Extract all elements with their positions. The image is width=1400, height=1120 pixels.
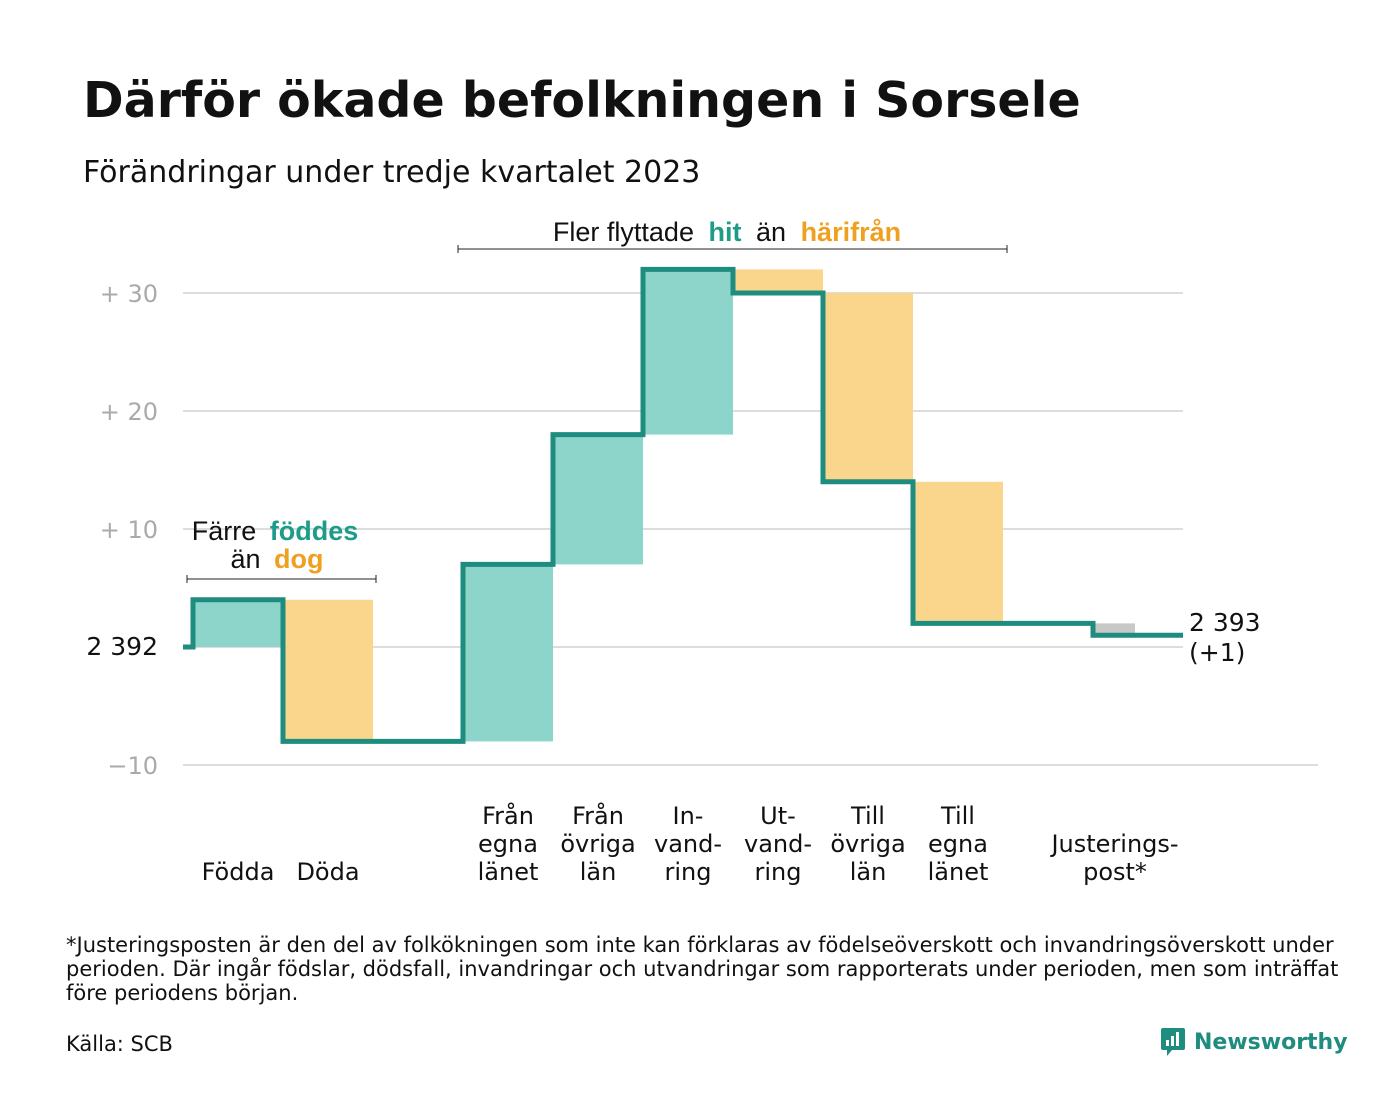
bar-increase: [553, 434, 643, 565]
line-layer: [183, 266, 1183, 744]
brand-logo[interactable]: Newsworthy: [1160, 1026, 1348, 1058]
birth-annotation: Färre föddes än dog: [186, 516, 377, 583]
category-label-layer: Födda Döda Från egna länet Från övriga län In-va…: [202, 801, 1179, 886]
bar-increase: [463, 564, 553, 742]
category-label: In-vand-ring: [654, 802, 722, 886]
category-label: Till egna länet: [928, 802, 989, 886]
birth-line1-highlight: föddes: [270, 516, 359, 546]
base-value-label: 2 392: [86, 632, 158, 661]
page-subtitle: Förändringar under tredje kvartalet 2023: [83, 155, 701, 190]
y-tick-label: + 20: [100, 398, 158, 426]
y-tick-label: −10: [107, 752, 158, 780]
source-label: Källa: SCB: [66, 1032, 173, 1056]
bar-decrease: [733, 269, 823, 293]
move-prefix: Fler flyttade: [553, 217, 694, 247]
migration-annotation: Fler flyttade hit än härifrån: [457, 217, 1008, 253]
footnote: *Justeringsposten är den del av folkökni…: [66, 933, 1339, 1005]
y-tick-label: + 30: [100, 280, 158, 308]
page-title: Därför ökade befolkningen i Sorsele: [83, 72, 1081, 129]
category-label: Ut-vand-ring: [744, 802, 812, 886]
category-label: Från egna länet: [478, 801, 539, 886]
category-label: Döda: [296, 858, 359, 886]
bar-layer: [193, 269, 1135, 742]
birth-line2-highlight: dog: [274, 544, 323, 574]
end-value-label: 2 393: [1189, 608, 1261, 637]
migration-annotation-text: Fler flyttade hit än härifrån: [553, 217, 901, 247]
move-highlight-hit: hit: [708, 217, 741, 247]
move-highlight-harifran: härifrån: [801, 217, 902, 247]
bar-adjustment: [1093, 623, 1135, 636]
bar-decrease: [283, 599, 373, 742]
y-tick-label: + 10: [100, 516, 158, 544]
bar-decrease: [823, 293, 913, 482]
cumulative-step-line: [183, 266, 1183, 744]
end-change-label: (+1): [1189, 638, 1245, 667]
move-middle: än: [756, 217, 786, 247]
bar-decrease: [913, 481, 1003, 624]
tick-layer: + 30 + 20 + 10 −10: [100, 280, 158, 780]
category-label: Från övriga län: [560, 801, 635, 886]
brand-name: Newsworthy: [1194, 1029, 1348, 1055]
birth-line1-prefix: Färre: [192, 516, 257, 546]
birth-line2-prefix: än: [230, 544, 260, 574]
bar-increase: [193, 599, 283, 647]
category-label: Justerings-post*: [1049, 830, 1178, 886]
newsworthy-logo-icon: [1161, 1028, 1185, 1056]
birth-annotation-line1: Färre föddes: [192, 516, 359, 546]
category-label: Födda: [202, 858, 275, 886]
birth-annotation-line2: än dog: [230, 544, 323, 574]
category-label: Till övriga län: [830, 802, 905, 886]
bar-increase: [643, 269, 733, 435]
